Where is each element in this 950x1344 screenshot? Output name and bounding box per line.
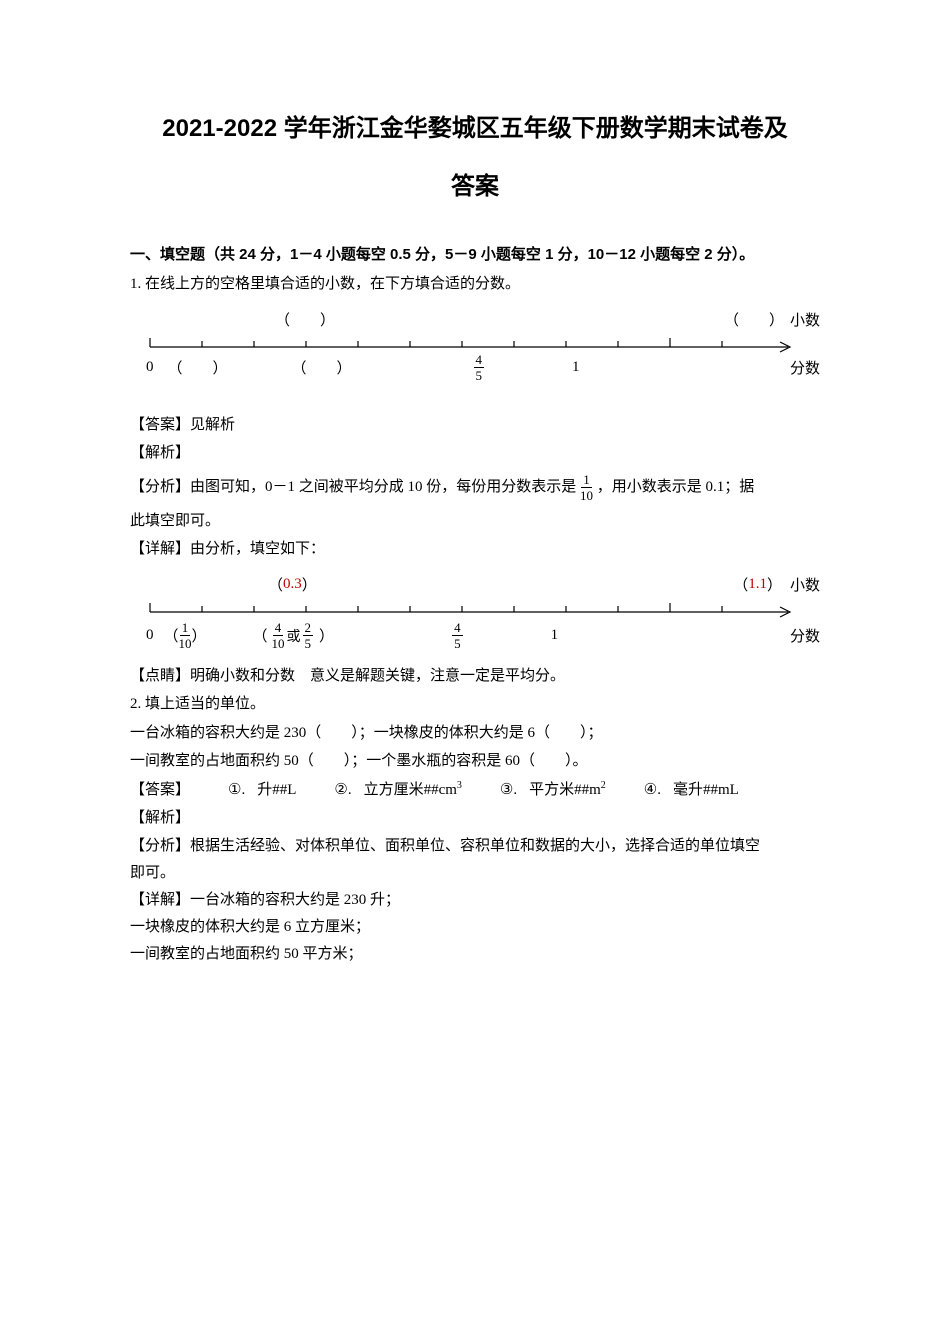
nl2-above-paren-r1: ）	[302, 574, 317, 595]
number-line-blank: （ ） （ ） 小数	[140, 307, 820, 385]
q1-explain-label: 【解析】	[130, 439, 820, 468]
title-line-2: 答案	[130, 158, 820, 216]
q1-analysis-tail: 此填空即可。	[130, 507, 820, 536]
nl1-above-label-decimal: 小数	[790, 309, 820, 330]
q2-prompt: 2. 填上适当的单位。	[130, 690, 820, 719]
q2-explain-label: 【解析】	[130, 804, 820, 833]
number-line-axis-icon	[140, 598, 800, 618]
q1-detail-label: 【详解】由分析，填空如下：	[130, 535, 820, 564]
nl2-below-paren-r2: ）	[319, 625, 334, 646]
nl2-fraction-1-10: 1 10	[179, 621, 192, 650]
nl1-above-blank-decimal-1: （ ）	[275, 309, 335, 330]
nl2-below-label-fraction: 分数	[790, 625, 820, 646]
q2-line-2: 一间教室的占地面积约 50（ ）；一个墨水瓶的容积是 60（ ）。	[130, 747, 820, 776]
q1-tip: 【点睛】明确小数和分数 意义是解题关键，注意一定是平均分。	[130, 662, 820, 691]
number-line-answer: （ 0.3 ） （ 1.1 ） 小数	[140, 572, 820, 658]
nl2-one-label: 1	[551, 627, 559, 644]
q1-analysis-part-b: ，用小数表示是 0.1；据	[597, 479, 755, 495]
nl2-below-row: 0 （ 1 10 ） （ 4 10 或 2 5 ） 4	[140, 616, 820, 656]
q2-detail-1: 【详解】一台冰箱的容积大约是 230 升；	[130, 887, 820, 914]
q2-detail-2: 一块橡皮的体积大约是 6 立方厘米；	[130, 914, 820, 941]
nl2-zero-label: 0	[146, 627, 154, 644]
q2-answer-4-val: 毫升##mL	[673, 776, 739, 805]
nl2-below-paren-r1: ）	[192, 625, 207, 646]
nl2-fraction-4-5: 4 5	[452, 621, 463, 650]
nl2-fraction-4-10: 4 10	[272, 621, 285, 650]
nl1-below-label-fraction: 分数	[790, 357, 820, 378]
q2-answer-3-num: ③.	[500, 776, 517, 805]
nl1-below-blank-fraction-1: （ ）	[168, 357, 228, 378]
nl1-fraction-4-5: 4 5	[474, 353, 485, 382]
q1-analysis: 【分析】由图可知，0－1 之间被平均分成 10 份，每份用分数表示是 1 10 …	[130, 468, 820, 507]
q2-answer-2-num: ②.	[334, 776, 351, 805]
q1-analysis-part-a: 【分析】由图可知，0－1 之间被平均分成 10 份，每份用分数表示是	[130, 479, 576, 495]
nl2-below-paren-l1: （	[164, 625, 179, 646]
q2-analysis-b: 即可。	[130, 860, 820, 887]
section-1-heading: 一、填空题（共 24 分，1－4 小题每空 0.5 分，5－9 小题每空 1 分…	[130, 243, 820, 264]
q2-answer-4-num: ④.	[644, 776, 661, 805]
q1-prompt: 1. 在线上方的空格里填合适的小数，在下方填合适的分数。	[130, 270, 820, 299]
q2-answer-1-num: ①.	[228, 776, 245, 805]
q1-answer-label: 【答案】见解析	[130, 411, 820, 440]
q2-answer-row: 【答案】 ①. 升##L ②. 立方厘米##cm3 ③. 平方米##m2 ④. …	[130, 776, 820, 805]
nl2-above-paren-r2: ）	[767, 574, 782, 595]
q2-analysis-a: 【分析】根据生活经验、对体积单位、面积单位、容积单位和数据的大小，选择合适的单位…	[130, 833, 820, 860]
q2-answer-2-val: 立方厘米##cm3	[364, 776, 462, 805]
title-line-1: 2021-2022 学年浙江金华婺城区五年级下册数学期末试卷及	[130, 100, 820, 158]
nl2-above-paren-l1: （	[268, 574, 283, 595]
q2-answer-1-val: 升##L	[257, 776, 296, 805]
nl2-fraction-2-5: 2 5	[303, 621, 314, 650]
number-line-axis-icon	[140, 333, 800, 353]
nl2-above-value-1: 0.3	[283, 576, 302, 593]
nl1-above-blank-decimal-2: （ ）	[724, 309, 784, 330]
nl2-or-text: 或	[287, 626, 301, 646]
nl2-above-paren-l2: （	[733, 574, 748, 595]
nl1-below-blank-fraction-2: （ ）	[292, 357, 352, 378]
q1-analysis-fraction-1-10: 1 10	[580, 473, 593, 502]
nl2-below-paren-l2: （	[253, 625, 268, 646]
nl2-above-row: （ 0.3 ） （ 1.1 ） 小数	[140, 572, 820, 598]
nl1-one-label: 1	[572, 359, 580, 376]
nl2-above-label-decimal: 小数	[790, 574, 820, 595]
nl2-above-value-2: 1.1	[748, 576, 767, 593]
nl1-below-row: 0 （ ） （ ） 4 5 1 分数	[140, 351, 820, 385]
q2-detail-3: 一间教室的占地面积约 50 平方米；	[130, 941, 820, 968]
nl1-zero-label: 0	[146, 359, 154, 376]
nl1-above-row: （ ） （ ） 小数	[140, 307, 820, 333]
q2-answer-3-val: 平方米##m2	[529, 776, 606, 805]
q2-line-1: 一台冰箱的容积大约是 230（ ）；一块橡皮的体积大约是 6（ ）；	[130, 719, 820, 748]
q2-answer-prefix: 【答案】	[130, 776, 190, 805]
